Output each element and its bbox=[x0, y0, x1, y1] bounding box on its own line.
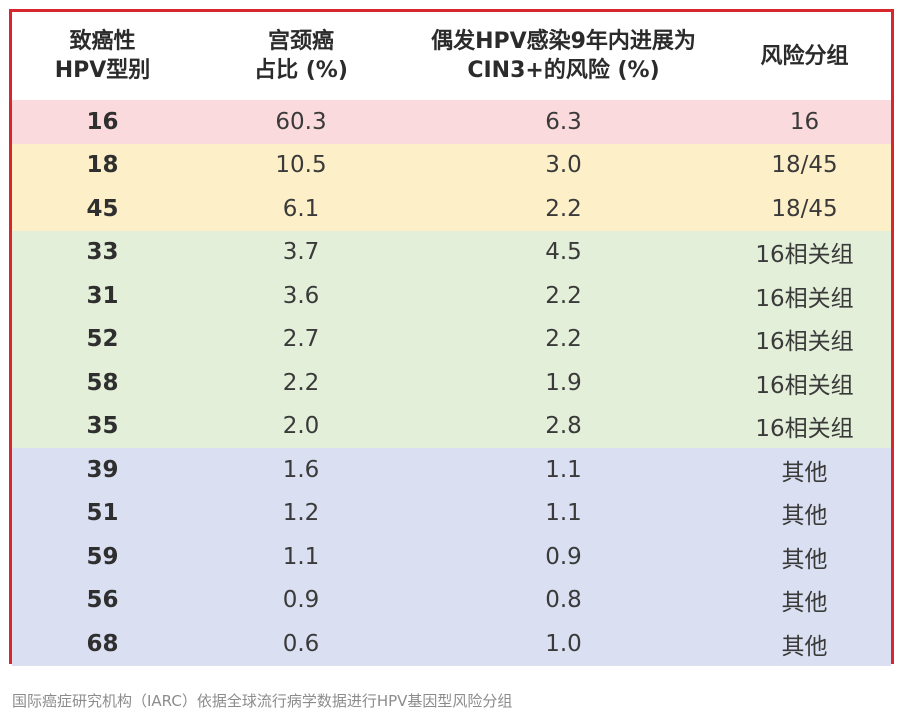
cell-risk-group: 16相关组 bbox=[755, 285, 854, 312]
cell-cancer-share: 1.1 bbox=[282, 543, 320, 570]
cell-cancer-share: 0.6 bbox=[282, 630, 320, 657]
cell-hpv-type: 33 bbox=[86, 239, 119, 266]
cell-cancer-share: 3.7 bbox=[282, 239, 320, 266]
header-risk-line1: 偶发HPV感染9年内进展为 bbox=[431, 29, 696, 54]
cell-cin3-risk: 1.9 bbox=[545, 369, 582, 396]
table-row: 58 2.2 1.9 16相关组 bbox=[12, 361, 891, 405]
cell-hpv-type: 52 bbox=[86, 326, 119, 353]
hpv-risk-table: 致癌性 HPV型别 宫颈癌 占比 (%) 偶发HPV感染9年内进展为 CIN3+… bbox=[12, 12, 891, 666]
cell-hpv-type: 58 bbox=[86, 369, 119, 396]
table-row: 33 3.7 4.5 16相关组 bbox=[12, 230, 891, 274]
header-cervical-cancer-share: 宫颈癌 占比 (%) bbox=[193, 12, 409, 100]
cell-cin3-risk: 0.8 bbox=[545, 587, 582, 614]
table-row: 68 0.6 1.0 其他 bbox=[12, 622, 891, 666]
cell-hpv-type: 56 bbox=[86, 587, 119, 614]
header-risk-line2: CIN3+的风险 (%) bbox=[467, 58, 660, 83]
cell-risk-group: 16相关组 bbox=[755, 329, 854, 356]
table-row: 18 10.5 3.0 18/45 bbox=[12, 143, 891, 187]
cell-cancer-share: 2.2 bbox=[282, 369, 320, 396]
cell-risk-group: 16 bbox=[789, 108, 820, 135]
table-row: 35 2.0 2.8 16相关组 bbox=[12, 404, 891, 448]
cell-cin3-risk: 1.1 bbox=[545, 456, 582, 483]
table-row: 52 2.7 2.2 16相关组 bbox=[12, 317, 891, 361]
cell-cancer-share: 2.0 bbox=[282, 413, 320, 440]
cell-risk-group: 18/45 bbox=[771, 195, 838, 222]
cell-cin3-risk: 0.9 bbox=[545, 543, 582, 570]
cell-hpv-type: 31 bbox=[86, 282, 119, 309]
cell-cin3-risk: 2.8 bbox=[545, 413, 582, 440]
header-hpv-type: 致癌性 HPV型别 bbox=[12, 12, 193, 100]
table-body: 16 60.3 6.3 16 18 10.5 3.0 18/45 45 6.1 2.2 18/45 33… bbox=[12, 100, 891, 666]
cell-risk-group: 其他 bbox=[781, 633, 828, 660]
cell-risk-group: 其他 bbox=[781, 546, 828, 573]
cell-cancer-share: 10.5 bbox=[275, 152, 327, 179]
table-row: 59 1.1 0.9 其他 bbox=[12, 535, 891, 579]
cell-cancer-share: 6.1 bbox=[282, 195, 320, 222]
cell-hpv-type: 35 bbox=[86, 413, 119, 440]
cell-risk-group: 其他 bbox=[781, 459, 828, 486]
header-hpv-type-line2: HPV型别 bbox=[54, 58, 151, 83]
cell-hpv-type: 51 bbox=[86, 500, 119, 527]
cell-cin3-risk: 2.2 bbox=[545, 195, 582, 222]
table-caption: 国际癌症研究机构（IARC）依据全球流行病学数据进行HPV基因型风险分组 bbox=[12, 692, 513, 710]
table-row: 51 1.2 1.1 其他 bbox=[12, 491, 891, 535]
cell-hpv-type: 45 bbox=[86, 195, 119, 222]
cell-cancer-share: 1.6 bbox=[282, 456, 320, 483]
cell-cancer-share: 2.7 bbox=[282, 326, 320, 353]
cell-hpv-type: 39 bbox=[86, 456, 119, 483]
table-header-row: 致癌性 HPV型别 宫颈癌 占比 (%) 偶发HPV感染9年内进展为 CIN3+… bbox=[12, 12, 891, 100]
cell-risk-group: 其他 bbox=[781, 503, 828, 530]
cell-cin3-risk: 1.0 bbox=[545, 630, 582, 657]
cell-cin3-risk: 1.1 bbox=[545, 500, 582, 527]
header-share-line2: 占比 (%) bbox=[254, 58, 348, 83]
table-row: 45 6.1 2.2 18/45 bbox=[12, 187, 891, 231]
header-cin3-risk: 偶发HPV感染9年内进展为 CIN3+的风险 (%) bbox=[409, 12, 718, 100]
cell-risk-group: 18/45 bbox=[771, 152, 838, 179]
cell-cancer-share: 3.6 bbox=[282, 282, 320, 309]
header-hpv-type-line1: 致癌性 bbox=[69, 29, 136, 54]
cell-hpv-type: 68 bbox=[86, 630, 119, 657]
cell-cin3-risk: 2.2 bbox=[545, 282, 582, 309]
hpv-risk-table-frame: 致癌性 HPV型别 宫颈癌 占比 (%) 偶发HPV感染9年内进展为 CIN3+… bbox=[9, 9, 894, 666]
cell-hpv-type: 18 bbox=[86, 152, 119, 179]
header-risk-group: 风险分组 bbox=[718, 12, 891, 100]
cell-cin3-risk: 3.0 bbox=[545, 152, 582, 179]
cell-cin3-risk: 2.2 bbox=[545, 326, 582, 353]
cell-risk-group: 16相关组 bbox=[755, 416, 854, 443]
table-row: 16 60.3 6.3 16 bbox=[12, 100, 891, 144]
cell-risk-group: 其他 bbox=[781, 590, 828, 617]
cell-cancer-share: 0.9 bbox=[282, 587, 320, 614]
cell-risk-group: 16相关组 bbox=[755, 372, 854, 399]
table-row: 39 1.6 1.1 其他 bbox=[12, 448, 891, 492]
cell-hpv-type: 16 bbox=[86, 108, 119, 135]
cell-cancer-share: 1.2 bbox=[282, 500, 320, 527]
table-row: 31 3.6 2.2 16相关组 bbox=[12, 274, 891, 318]
header-risk-group-line1: 风险分组 bbox=[760, 43, 849, 69]
cell-cin3-risk: 6.3 bbox=[545, 108, 582, 135]
table-row: 56 0.9 0.8 其他 bbox=[12, 578, 891, 622]
cell-hpv-type: 59 bbox=[86, 543, 119, 570]
cell-cin3-risk: 4.5 bbox=[545, 239, 582, 266]
cell-cancer-share: 60.3 bbox=[275, 108, 327, 135]
header-share-line1: 宫颈癌 bbox=[267, 29, 334, 54]
cell-risk-group: 16相关组 bbox=[755, 242, 854, 269]
